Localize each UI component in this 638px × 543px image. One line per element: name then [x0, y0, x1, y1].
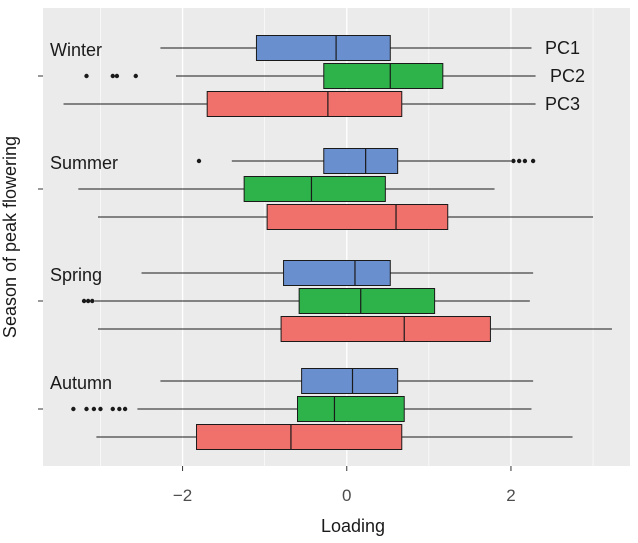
box-pc1 — [283, 260, 391, 286]
group-label: Winter — [50, 40, 102, 60]
outlier-point — [196, 158, 202, 164]
box-pc2 — [323, 63, 444, 89]
box-pc2 — [298, 288, 436, 314]
outlier-point — [85, 298, 91, 304]
box-pc3 — [206, 91, 403, 117]
box-pc3 — [196, 424, 403, 450]
group-label: Autumn — [50, 373, 112, 393]
outlier-point — [81, 298, 87, 304]
box-pc3 — [280, 316, 491, 342]
series-label-pc3: PC3 — [545, 94, 580, 114]
x-tick-label: 2 — [506, 486, 515, 505]
ticks: −2 0 2 — [38, 75, 516, 505]
outlier-point — [122, 406, 128, 412]
outlier-point — [117, 406, 122, 412]
x-tick-label: 0 — [342, 486, 351, 505]
outlier-point — [522, 158, 528, 164]
box-pc3 — [266, 204, 449, 230]
outlier-point — [110, 406, 115, 412]
outlier-point — [110, 73, 115, 79]
outlier-point — [91, 406, 97, 412]
series-label-pc1: PC1 — [545, 38, 580, 58]
outlier-point — [511, 158, 516, 164]
outlier-point — [516, 158, 522, 164]
boxes — [63, 35, 612, 450]
outlier-point — [530, 158, 536, 164]
x-tick-label: −2 — [173, 486, 192, 505]
outlier-point — [90, 298, 95, 304]
outlier-point — [133, 73, 138, 79]
group-label: Spring — [50, 265, 102, 285]
outlier-point — [84, 73, 89, 79]
y-axis-title: Season of peak flowering — [0, 136, 20, 338]
box-pc2 — [243, 176, 386, 202]
group-label: Summer — [50, 153, 118, 173]
outlier-point — [71, 406, 76, 412]
box-pc1 — [301, 368, 399, 394]
series-label-pc2: PC2 — [550, 66, 585, 86]
box-pc1 — [255, 35, 391, 61]
box-pc2 — [297, 396, 405, 422]
box-pc1 — [323, 148, 399, 174]
outlier-point — [84, 406, 89, 412]
x-axis-title: Loading — [321, 516, 385, 536]
outlier-point — [114, 73, 120, 79]
outlier-point — [98, 406, 103, 412]
labels: Winter Summer Spring Autumn PC1 PC2 PC3 — [50, 38, 585, 393]
